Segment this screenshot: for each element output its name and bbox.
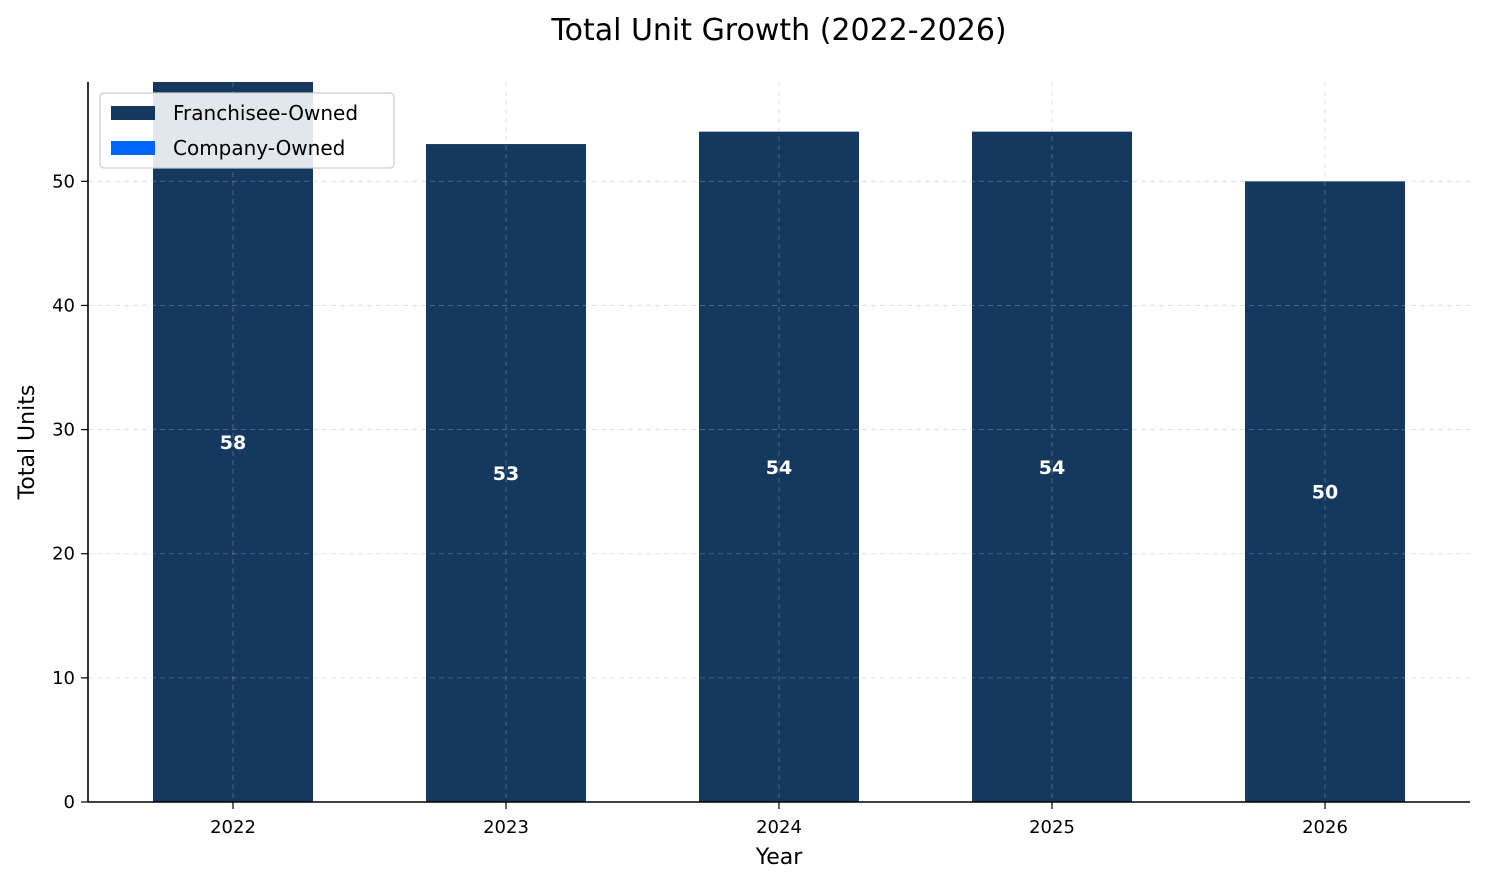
y-tick-label: 30 [52, 420, 75, 441]
y-tick-label: 40 [52, 295, 75, 316]
x-tick-label: 2025 [1029, 817, 1075, 838]
y-tick-label: 20 [52, 544, 75, 565]
y-tick-label: 0 [64, 792, 75, 813]
data-label: 53 [493, 463, 519, 485]
x-tick-label: 2022 [210, 817, 256, 838]
legend-label: Company-Owned [173, 136, 345, 160]
y-ticks: 0 10 20 30 40 50 [52, 171, 88, 813]
bar-franchisee-owned-2025 [972, 131, 1132, 803]
legend-swatch-franchisee-owned [111, 106, 155, 120]
legend-swatch-company-owned [111, 141, 155, 155]
legend-label: Franchisee-Owned [173, 101, 358, 125]
data-label: 58 [220, 432, 246, 454]
grid [88, 82, 1470, 802]
chart-title: Total Unit Growth (2022-2026) [550, 13, 1006, 48]
x-tick-label: 2023 [483, 817, 529, 838]
x-ticks: 2022 2023 2024 2025 2026 [210, 802, 1348, 838]
data-label: 54 [766, 457, 792, 479]
bars [153, 82, 1405, 803]
bar-franchisee-owned-2022 [153, 82, 313, 802]
data-label: 54 [1039, 457, 1065, 479]
data-labels: 58 53 54 54 50 [220, 432, 1338, 504]
legend: Franchisee-Owned Company-Owned [99, 92, 395, 169]
y-tick-label: 50 [52, 171, 75, 192]
bar-franchisee-owned-2023 [426, 144, 586, 802]
data-label: 50 [1312, 482, 1338, 504]
legend-box [99, 92, 395, 169]
x-axis-label: Year [755, 845, 804, 870]
bar-franchisee-owned-2024 [699, 131, 859, 803]
x-tick-label: 2026 [1302, 817, 1348, 838]
y-axis-label: Total Units [15, 385, 40, 501]
bar-franchisee-owned-2026 [1245, 181, 1405, 802]
y-tick-label: 10 [52, 668, 75, 689]
x-tick-label: 2024 [756, 817, 802, 838]
